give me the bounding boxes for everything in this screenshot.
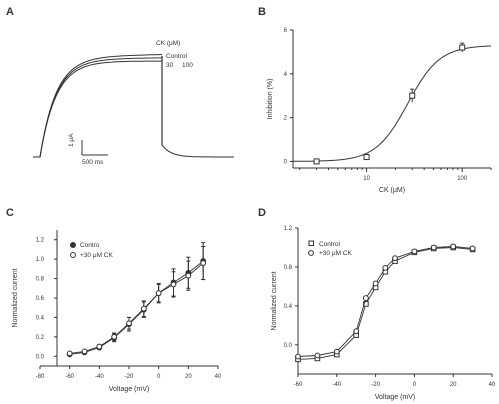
panel-d-point [430,244,437,251]
panel-d-y-tick-label: 0.8 [284,265,293,271]
panel-c-point [200,260,207,266]
panel-d-x-tick-label: 20 [450,382,457,388]
panel-c-point [155,290,162,297]
panel-c-y-tick-label: 0.6 [36,296,45,302]
panel-c-legend-marker-0 [70,242,76,248]
panel-letter-c: C [6,207,14,219]
panel-c-y-tick-label: 0.0 [36,354,45,360]
panel-a-trace-2 [33,60,163,158]
panel-d-y-tick-label: 0.0 [284,343,293,349]
panel-c-x-tick-label: 40 [215,374,222,380]
scale-bar-time-label: 500 ms [82,159,104,166]
panel-b-x-tick-label: 100 [457,176,468,182]
panel-c-y-tick-label: 1.0 [36,257,45,263]
panel-c-legend-label-1: +30 μM CK [80,252,113,259]
panel-b-point [409,92,416,99]
panel-d-line-1 [297,246,473,357]
panel-a-legend-30: 30 [166,62,174,69]
panel-c-point [96,343,103,350]
panel-d-point [295,353,301,360]
scale-bar-current-label: 1 μA [68,133,75,147]
panel-d-point [382,265,389,271]
panel-c-x-tick-label: -60 [65,374,74,380]
panel-c-x-tick-label: 20 [185,374,192,380]
panel-b-point [459,44,466,51]
panel-d-point [372,280,379,287]
panel-d-x-tick-label: 0 [413,382,417,388]
panel-d-legend-marker-1 [308,250,314,256]
panel-b-point [313,158,320,165]
panel-b-y-tick-label: 4 [284,72,288,78]
panel-d-point [333,348,340,355]
panel-d-legend-label-1: +30 μM CK [319,250,352,257]
panel-b-fit-curve [293,45,491,162]
panel-c-x-tick-label: 0 [157,374,161,380]
panel-c-line-0 [69,260,204,355]
panel-c-point [170,281,177,288]
panel-d-y-tick-label: 0.4 [284,304,293,310]
panel-b-xlabel: CK (μM) [379,187,405,194]
panel-b-ylabel: Inhibition (%) [267,79,274,120]
panel-c-y-tick-label: 0.8 [36,277,45,283]
panel-c-point [66,350,73,357]
panel-d-x-tick-label: -40 [332,382,341,388]
panel-letter-b: B [258,6,266,18]
panel-c-legend-label-0: Contro [80,242,100,249]
panel-d-point [392,255,398,262]
panel-d-point [353,328,360,335]
panel-d-point [450,243,457,250]
panel-b-point [363,154,370,161]
panel-a-traces: CK (μM) Control 30 100 1 μA 500 ms [33,40,234,166]
panel-c-legend-marker-1 [70,252,76,258]
panel-c-y-tick-label: 1.2 [36,238,45,244]
panel-d-x-tick-label: 40 [489,382,496,388]
panel-a-legend-title: CK (μM) [156,40,180,47]
panel-d-point [363,295,369,301]
panel-c-y-tick-label: 0.2 [36,335,45,341]
panel-c-line-1 [69,262,204,354]
panel-b-x-tick-label: 10 [363,176,370,182]
panel-b-y-tick-label: 6 [284,28,288,34]
panel-d-line-0 [297,247,473,360]
panel-a-legend-100: 100 [182,62,193,69]
panel-c-x-tick-label: -80 [36,374,45,380]
panel-b-y-tick-label: 0 [284,159,288,165]
panel-d-ylabel: Normalized current [271,271,278,330]
panel-d-legend-marker-0 [308,240,314,246]
panel-d-point [314,352,321,359]
panel-c-point [185,272,192,279]
panel-c-x-tick-label: -40 [95,374,104,380]
panel-b-y-tick-label: 2 [284,116,288,122]
panel-c-point [81,348,88,355]
panel-d-legend-label-0: Control [319,241,341,248]
panel-letter-a: A [6,6,14,18]
panel-d-x-tick-label: -20 [371,382,380,388]
panel-a-trace-1 [33,57,163,158]
panel-d-point [469,245,476,252]
panel-letter-d: D [258,207,266,219]
panel-c-point [126,320,132,327]
panel-c-xlabel: Voltage (mV) [109,386,149,393]
panel-c-y-tick-label: 0.4 [36,315,45,321]
panel-d-y-tick-label: 1.2 [284,226,293,232]
panel-c-ylabel: Normalized current [12,268,19,327]
panel-a-legend-control: Control [166,53,188,60]
panel-d-xlabel: Voltage (mV) [375,394,415,401]
panel-a-trace-0 [33,54,163,158]
panel-a-tail [161,144,234,158]
panel-c-point [140,305,147,312]
panel-d-x-tick-label: -60 [294,382,303,388]
panel-d-point [363,301,369,307]
panel-c-x-tick-label: -20 [125,374,134,380]
panel-d-point [411,248,418,255]
panel-c-point [111,333,118,340]
